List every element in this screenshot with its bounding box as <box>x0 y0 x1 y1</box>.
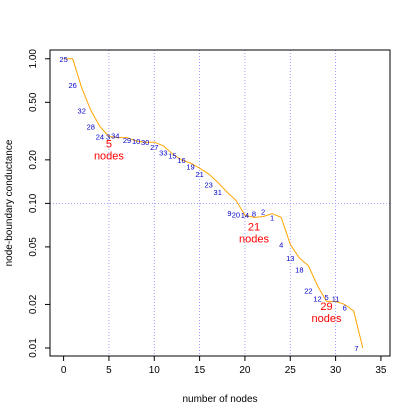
grid-lines <box>50 50 390 356</box>
node-label: 18 <box>295 265 303 274</box>
conductance-curve <box>63 58 364 349</box>
x-tick-label: 0 <box>61 365 67 376</box>
x-tick-label: 35 <box>375 365 387 376</box>
node-label: 29 <box>123 136 131 145</box>
node-label: 8 <box>252 210 256 219</box>
node-label: 13 <box>286 254 294 263</box>
x-tick-label: 5 <box>106 365 112 376</box>
node-label: 20 <box>232 210 240 219</box>
node-label: 19 <box>186 162 194 171</box>
x-axis-title: number of nodes <box>182 394 257 405</box>
node-label: 32 <box>78 106 86 115</box>
node-label: 26 <box>68 81 76 90</box>
node-label: 3 <box>106 133 110 142</box>
annotation-count: 5 <box>106 138 112 150</box>
node-label: 10 <box>132 137 140 146</box>
node-label: 14 <box>241 211 249 220</box>
node-label: 15 <box>168 151 176 160</box>
node-label: 34 <box>111 131 119 140</box>
annotation-count: 29 <box>320 301 332 313</box>
node-label: 5 <box>324 293 328 302</box>
y-tick-label: 0.10 <box>28 193 39 213</box>
y-tick-label: 0.20 <box>28 150 39 170</box>
node-label: 33 <box>159 148 167 157</box>
x-tick-label: 10 <box>149 365 161 376</box>
annotation-unit: nodes <box>312 313 342 325</box>
node-label: 22 <box>304 286 312 295</box>
node-label: 31 <box>214 188 222 197</box>
node-label: 9 <box>227 209 231 218</box>
y-tick-label: 0.50 <box>28 92 39 112</box>
node-label: 27 <box>150 143 158 152</box>
x-tick-label: 20 <box>239 365 251 376</box>
x-tick-label: 30 <box>330 365 342 376</box>
y-tick-label: 0.01 <box>28 338 39 358</box>
node-label: 6 <box>343 304 347 313</box>
x-axis: 0 5 10 15 20 25 30 35 <box>61 356 387 376</box>
x-tick-label: 25 <box>285 365 297 376</box>
annotation-unit: nodes <box>239 234 269 246</box>
node-label: 23 <box>204 181 212 190</box>
y-axis-title: node-boundary conductance <box>4 139 15 266</box>
node-label: 2 <box>261 207 265 216</box>
node-label: 25 <box>59 55 67 64</box>
node-label: 11 <box>332 294 340 303</box>
node-label: 16 <box>177 156 185 165</box>
node-label: 21 <box>195 170 203 179</box>
node-label: 28 <box>87 123 95 132</box>
node-label: 1 <box>270 213 274 222</box>
annotation-count: 21 <box>248 222 260 234</box>
node-label: 12 <box>313 294 321 303</box>
y-tick-label: 1.00 <box>28 49 39 69</box>
y-tick-label: 0.05 <box>28 237 39 257</box>
x-tick-label: 15 <box>194 365 206 376</box>
annotation-unit: nodes <box>94 150 124 162</box>
y-axis: 0.01 0.02 0.05 0.10 0.20 0.50 1.00 <box>28 49 50 358</box>
series-line <box>63 58 364 349</box>
node-label: 24 <box>96 133 104 142</box>
node-label: 4 <box>279 240 283 249</box>
node-label: 30 <box>141 138 149 147</box>
node-label: 7 <box>354 344 358 353</box>
y-tick-label: 0.02 <box>28 294 39 314</box>
